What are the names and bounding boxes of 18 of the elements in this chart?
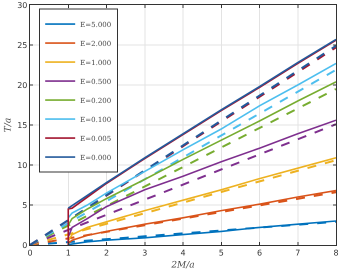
x-tick-label: 5 (218, 248, 224, 258)
x-tick-label: 8 (333, 248, 339, 258)
x-tick-label: 1 (66, 248, 71, 258)
y-tick-label: 30 (17, 0, 28, 10)
y-tick-label: 10 (17, 160, 28, 170)
x-tick-label: 3 (142, 248, 148, 258)
y-tick-label: 25 (17, 40, 28, 50)
x-tick-label: 2 (104, 248, 110, 258)
x-tick-label: 6 (256, 248, 262, 258)
x-axis-title: 2M/a (170, 260, 195, 270)
y-axis-title: T/a (4, 118, 14, 132)
y-tick-label: 0 (22, 240, 28, 250)
x-tick-label: 7 (295, 248, 300, 258)
line-series (67, 38, 336, 209)
y-tick-label: 20 (17, 80, 28, 90)
y-tick-label: 5 (22, 200, 28, 210)
y-tick-label: 15 (17, 120, 28, 130)
x-tick-label: 4 (180, 248, 186, 258)
